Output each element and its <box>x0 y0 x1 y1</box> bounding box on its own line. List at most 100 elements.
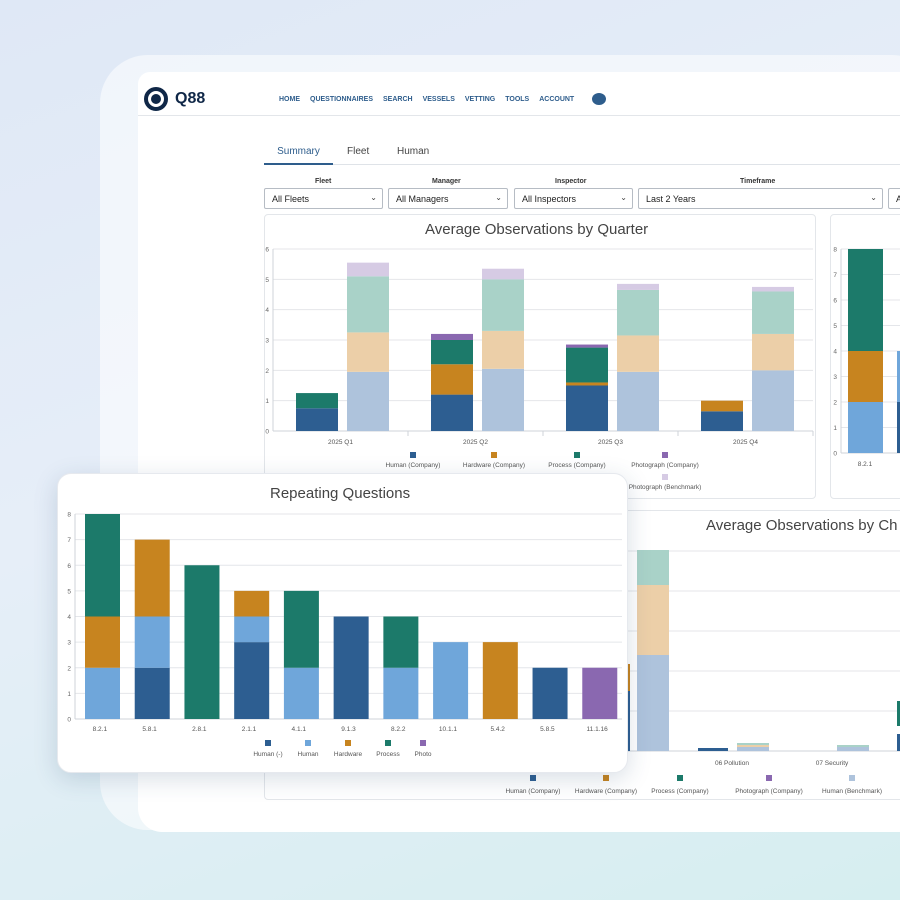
bar-segment <box>134 667 170 719</box>
manager-select[interactable]: All Managers ⌄ <box>388 188 508 209</box>
q88-logo-icon <box>144 87 168 111</box>
bar-segment <box>234 590 270 617</box>
y-tick-label: 4 <box>833 349 837 356</box>
bar-segment <box>566 382 608 386</box>
tab-human[interactable]: Human <box>397 146 430 157</box>
bar-segment <box>85 667 120 719</box>
bar-segment <box>482 368 524 431</box>
y-tick-label: 1 <box>265 398 269 405</box>
legend-swatch <box>662 452 668 458</box>
bar-segment <box>234 642 270 719</box>
bar-segment <box>837 747 869 751</box>
bar-segment <box>752 291 794 334</box>
y-tick-label: 2 <box>67 665 71 672</box>
bar-segment <box>431 340 473 365</box>
y-tick-label: 5 <box>67 588 71 595</box>
legend-label: Human (Benchmark) <box>822 788 882 795</box>
legend-swatch <box>662 474 668 480</box>
bar-segment <box>848 249 883 351</box>
extra-select-value: A <box>896 194 900 204</box>
tab-bar: Summary Fleet Human <box>264 139 900 165</box>
quarter-chart: 0 1 2 3 4 5 6 2025 Q1 2025 Q2 2025 Q3 2025 Q4 Human… <box>265 247 814 491</box>
tab-fleet[interactable]: Fleet <box>347 146 370 157</box>
bar-segment <box>347 332 389 372</box>
legend-swatch <box>345 740 351 746</box>
bar-segment <box>283 667 319 719</box>
y-tick-label: 4 <box>67 614 71 621</box>
bar-segment <box>737 745 769 747</box>
bar-segment <box>85 616 120 668</box>
y-tick-label: 0 <box>265 429 269 436</box>
y-tick-label: 6 <box>833 298 837 305</box>
nav-home[interactable]: HOME <box>279 96 300 103</box>
bar-segment <box>637 585 669 655</box>
y-tick-label: 8 <box>833 247 837 254</box>
x-tick-label: 2025 Q3 <box>598 439 623 446</box>
legend-swatch <box>603 775 609 781</box>
nav-vetting[interactable]: VETTING <box>464 96 496 103</box>
fleet-select[interactable]: All Fleets ⌄ <box>264 188 383 209</box>
extra-select[interactable]: A <box>888 188 900 209</box>
logo[interactable]: Q88 <box>144 87 205 111</box>
legend-label: Photograph (Company) <box>631 462 699 469</box>
bar-segment <box>184 565 220 719</box>
bar-segment <box>626 664 630 691</box>
legend-label: Process <box>376 751 400 758</box>
bar-segment <box>333 616 369 719</box>
legend-label: Process (Company) <box>548 462 605 469</box>
bar-segment <box>134 616 170 668</box>
bar-segment <box>347 262 389 277</box>
x-tick-label: 4.1.1 <box>292 726 307 733</box>
bar-segment <box>482 330 524 369</box>
filter-label-manager: Manager <box>432 178 461 185</box>
legend-label: Hardware (Company) <box>575 788 637 795</box>
nav-vessels[interactable]: VESSELS <box>422 96 455 103</box>
quarter-chart-title: Average Observations by Quarter <box>425 221 649 238</box>
legend-swatch <box>766 775 772 781</box>
bar-segment <box>701 400 743 412</box>
x-tick-label: 8.2.1 <box>93 726 108 733</box>
bar-segment <box>617 289 659 336</box>
bar-segment <box>617 371 659 431</box>
bar-segment <box>431 364 473 395</box>
legend-label: Photograph (Benchmark) <box>629 484 702 491</box>
nav-tools[interactable]: TOOLS <box>505 96 530 103</box>
filter-label-timeframe: Timeframe <box>740 178 776 185</box>
y-tick-label: 1 <box>833 425 837 432</box>
y-tick-label: 3 <box>67 640 71 647</box>
timeframe-select[interactable]: Last 2 Years ⌄ <box>638 188 883 209</box>
x-tick-label: 10.1.1 <box>439 726 457 733</box>
manager-select-value: All Managers <box>396 194 449 204</box>
chat-bubble-icon[interactable] <box>592 93 606 105</box>
tab-summary[interactable]: Summary <box>264 139 333 165</box>
y-tick-label: 6 <box>265 247 269 254</box>
quarter-chart-card: Average Observations by Quarter 0 1 2 3 4 5 6 2… <box>264 214 816 499</box>
legend-label: Hardware (Company) <box>463 462 525 469</box>
x-tick-label: 2025 Q1 <box>328 439 353 446</box>
inspector-select[interactable]: All Inspectors ⌄ <box>514 188 633 209</box>
bar-segment <box>637 550 669 585</box>
chevron-down-icon: ⌄ <box>370 193 377 202</box>
legend-label: Human (-) <box>253 751 282 758</box>
nav-account[interactable]: ACCOUNT <box>539 96 575 103</box>
y-tick-label: 5 <box>265 277 269 284</box>
x-tick-label: 07 Security <box>816 760 849 767</box>
bar-segment <box>737 747 769 751</box>
bar-segment <box>482 268 524 280</box>
y-tick-label: 0 <box>67 717 71 724</box>
timeframe-select-value: Last 2 Years <box>646 194 696 204</box>
nav-search[interactable]: SEARCH <box>383 96 413 103</box>
nav-questionnaires[interactable]: QUESTIONNAIRES <box>310 96 374 103</box>
bar-segment <box>897 402 900 453</box>
repeating-questions-title: Repeating Questions <box>270 485 411 502</box>
x-tick-label: 8.2.2 <box>391 726 406 733</box>
bar-segment <box>566 344 608 348</box>
legend-label: Human (Company) <box>506 788 561 795</box>
legend-label: Photograph (Company) <box>735 788 803 795</box>
bar-segment <box>431 333 473 340</box>
bar-segment <box>566 347 608 383</box>
inspector-select-value: All Inspectors <box>522 194 577 204</box>
bar-segment <box>752 333 794 371</box>
x-tick-label: 11.1.16 <box>587 726 609 733</box>
